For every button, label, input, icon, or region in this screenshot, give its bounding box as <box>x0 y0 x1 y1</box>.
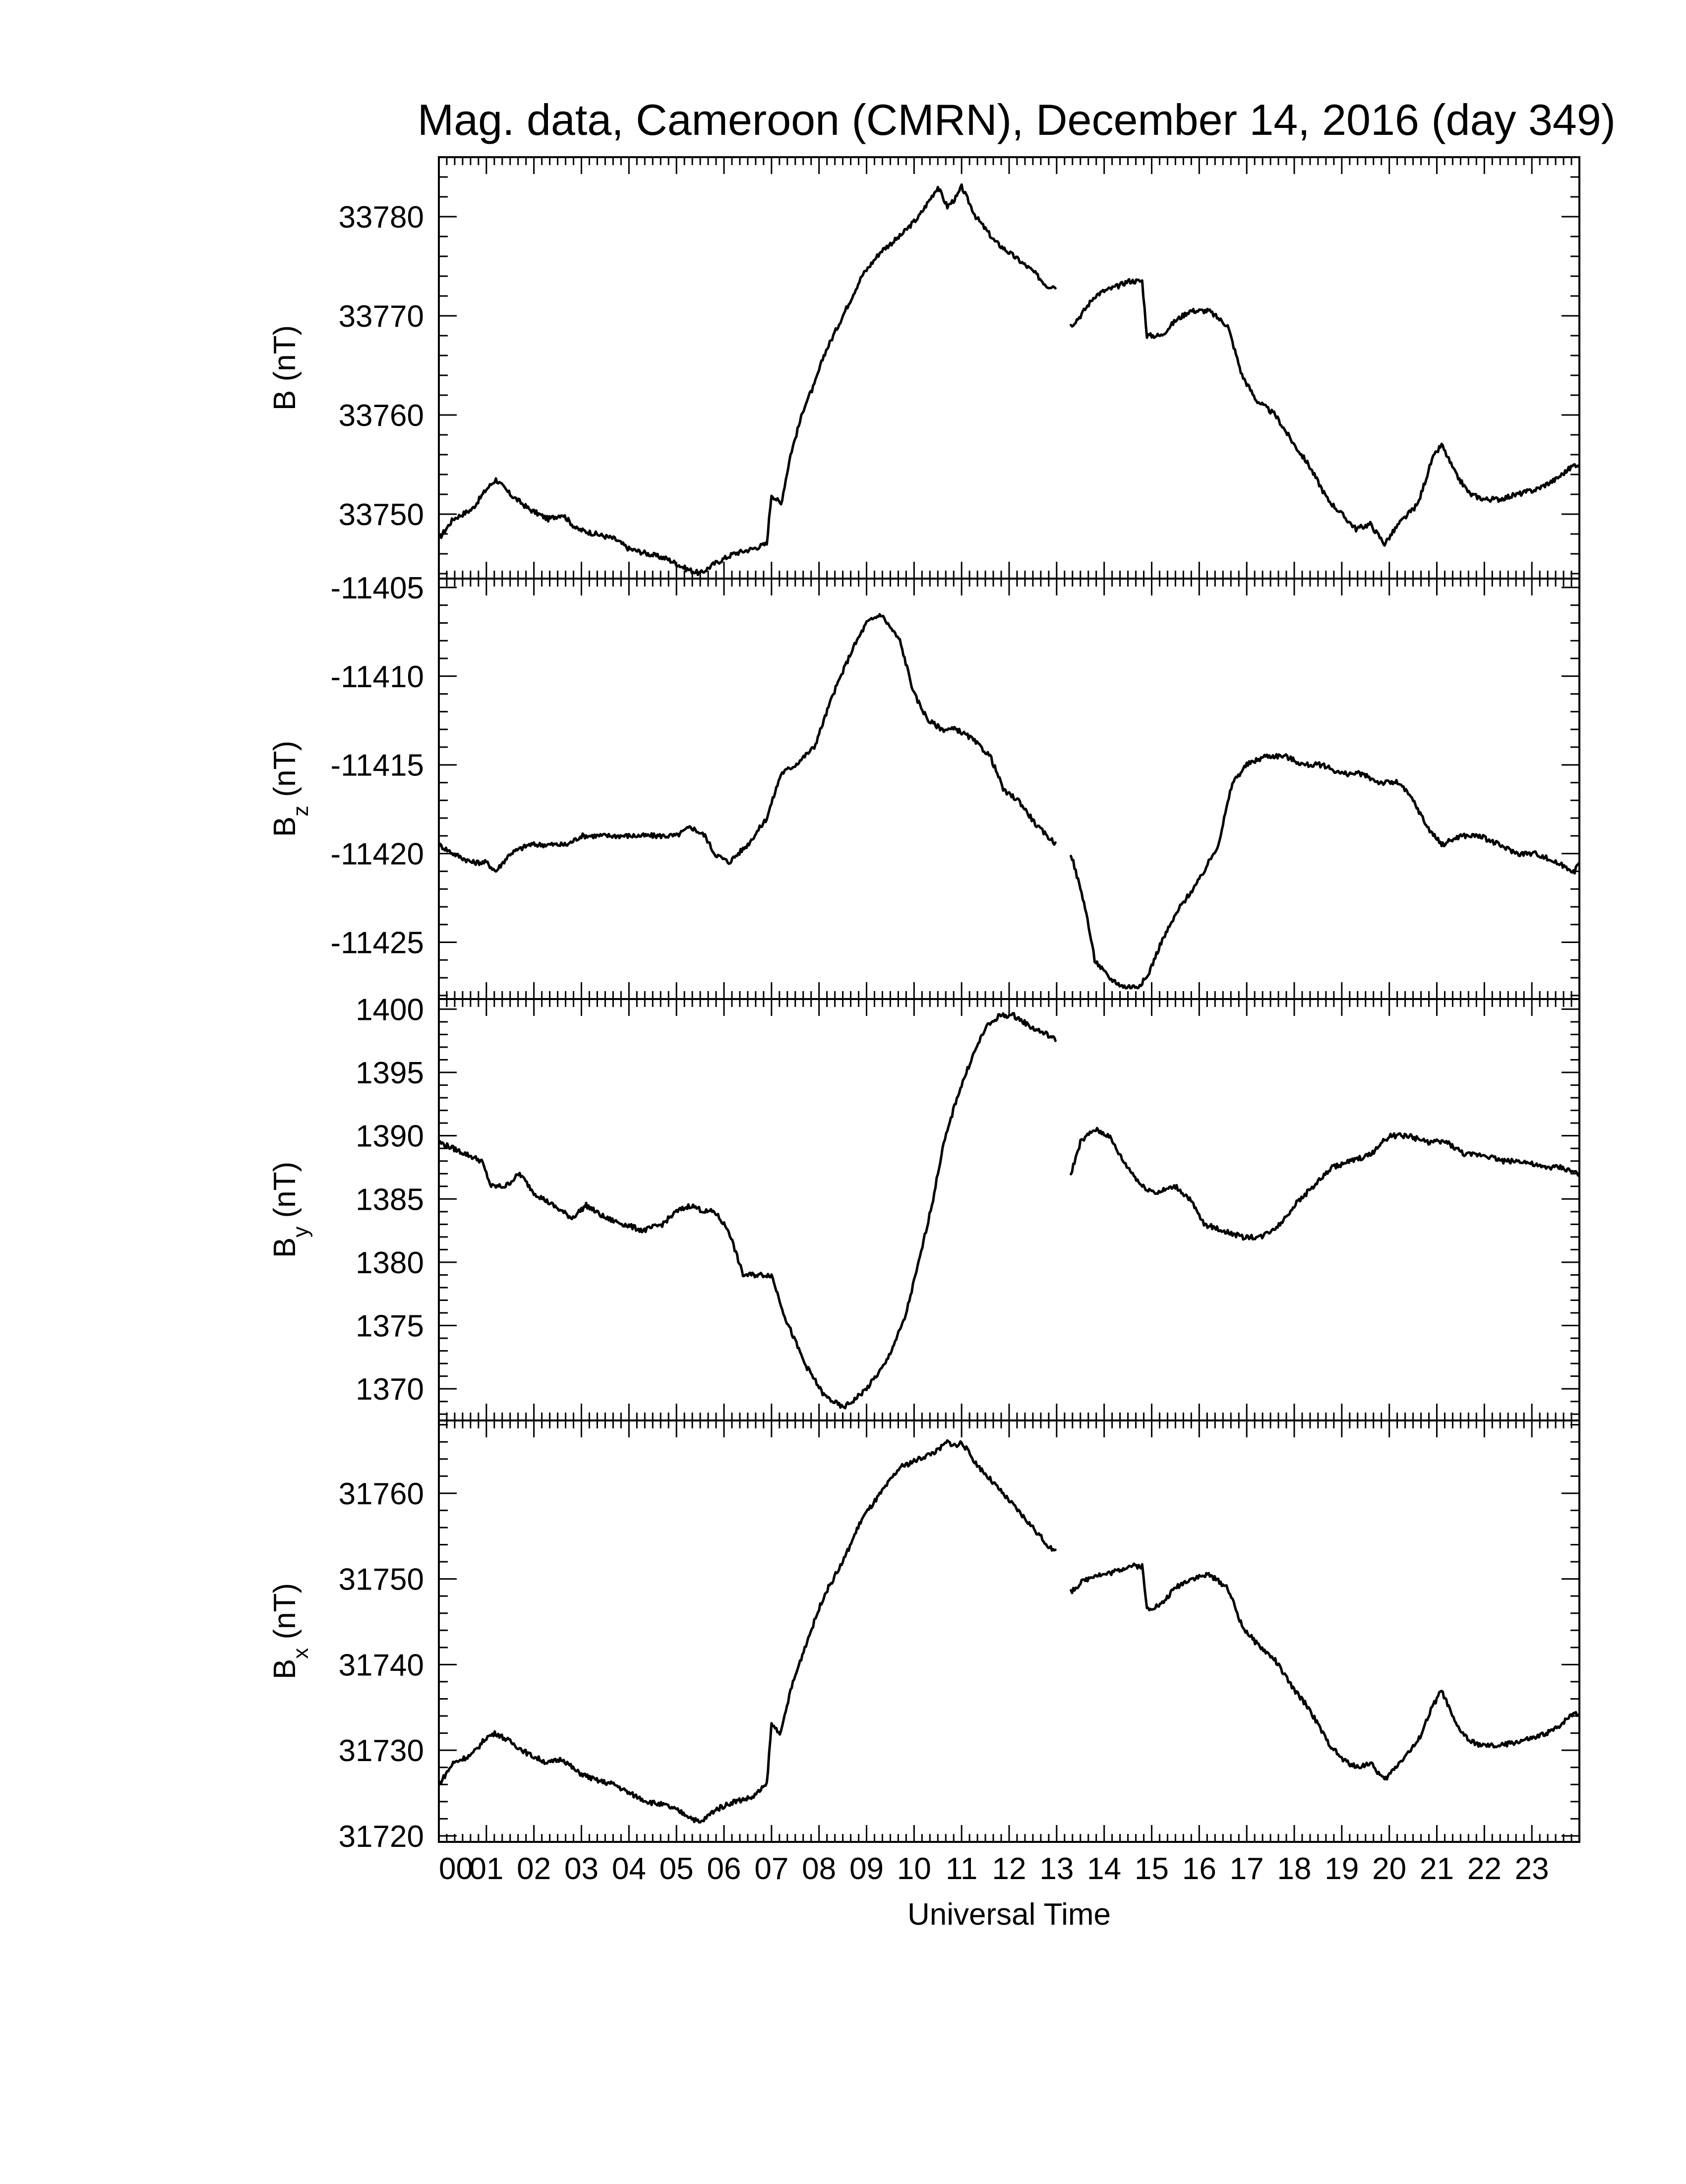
y-tick-label-Bx: 31740 <box>339 1648 424 1682</box>
y-axis-title-B: B (nT) <box>268 325 302 411</box>
panel-Bx: 31720 31730 31740 31750 31760 Bx (nT) <box>268 1419 1580 1854</box>
x-tick-label: 00 <box>439 1852 473 1886</box>
series-line-Bx-2 <box>1070 1562 1579 1781</box>
y-tick-label-By: 1390 <box>356 1120 424 1154</box>
x-tick-label: 17 <box>1230 1852 1264 1886</box>
series-line-B-2 <box>1070 278 1579 547</box>
y-tick-label-By: 1380 <box>356 1246 424 1280</box>
y-tick-label-B: 33780 <box>339 200 424 235</box>
y-tick-label-By: 1395 <box>356 1056 424 1090</box>
series-line-By-1 <box>439 1012 1057 1410</box>
panel-frame-Bx <box>438 1419 1580 1843</box>
x-tick-label: 11 <box>946 1852 977 1886</box>
x-tick-label: 22 <box>1467 1852 1502 1886</box>
panel-Bz: -11425 -11420 -11415 -11410 -11405 Bz (nT) <box>268 571 1580 1000</box>
y-ticks-Bz: -11425 -11420 -11415 -11410 -11405 <box>331 571 1579 997</box>
series-line-By-2 <box>1070 1126 1579 1241</box>
y-ticks-Bx: 31720 31730 31740 31750 31760 <box>339 1424 1579 1854</box>
panel-B: 33750 33760 33770 33780 B (nT) <box>268 156 1580 580</box>
y-ticks-B: 33750 33760 33770 33780 <box>339 156 1579 575</box>
y-tick-label-Bz: -11410 <box>331 660 424 694</box>
y-tick-label-Bz: -11420 <box>331 837 424 872</box>
y-tick-label-Bx: 31750 <box>339 1563 424 1597</box>
x-tick-label: 13 <box>1039 1852 1074 1886</box>
x-tick-label: 18 <box>1277 1852 1312 1886</box>
y-tick-label-B: 33760 <box>339 399 424 433</box>
x-tick-label: 21 <box>1420 1852 1454 1886</box>
y-tick-label-Bx: 31720 <box>339 1820 424 1854</box>
x-tick-label: 08 <box>802 1852 836 1886</box>
x-tick-label: 16 <box>1182 1852 1216 1886</box>
x-tick-label: 20 <box>1372 1852 1406 1886</box>
x-tick-label: 10 <box>897 1852 931 1886</box>
x-axis-title: Universal Time <box>907 1897 1111 1932</box>
y-tick-label-By: 1385 <box>356 1182 424 1217</box>
x-ticks-Bz <box>438 579 1580 999</box>
x-tick-label: 19 <box>1325 1852 1359 1886</box>
x-tick-label: 23 <box>1515 1852 1549 1886</box>
series-line-Bx-1 <box>439 1439 1057 1824</box>
x-tick-label: 03 <box>564 1852 599 1886</box>
series-line-Bz-2 <box>1070 753 1579 990</box>
y-tick-label-B: 33750 <box>339 498 424 532</box>
chart-title: Mag. data, Cameroon (CMRN), December 14,… <box>418 95 1616 144</box>
y-tick-label-By: 1400 <box>356 993 424 1027</box>
y-tick-label-Bz: -11405 <box>331 571 424 605</box>
x-tick-label: 02 <box>517 1852 551 1886</box>
y-tick-label-By: 1370 <box>356 1372 424 1407</box>
x-tick-label: 01 <box>469 1852 503 1886</box>
y-axis-title-Bz: Bz (nT) <box>268 741 313 837</box>
y-tick-label-Bz: -11415 <box>331 749 424 783</box>
x-ticks-By <box>438 999 1580 1420</box>
y-tick-label-By: 1375 <box>356 1309 424 1344</box>
x-tick-label: 05 <box>660 1852 694 1886</box>
y-axis-title-By: By (nT) <box>268 1162 313 1258</box>
panel-frame-By <box>438 998 1580 1421</box>
x-tick-label: 04 <box>612 1852 646 1886</box>
x-tick-label: 14 <box>1087 1852 1121 1886</box>
x-ticks-B <box>438 157 1580 579</box>
y-axis-title-Bx: Bx (nT) <box>268 1583 313 1679</box>
x-tick-label: 07 <box>754 1852 788 1886</box>
y-tick-label-Bx: 31760 <box>339 1477 424 1511</box>
y-ticks-By: 1370 1375 1380 1385 1390 1395 1400 <box>356 993 1579 1415</box>
panel-frame-Bz <box>438 578 1580 1000</box>
series-line-B-1 <box>439 183 1057 577</box>
x-ticks-Bx <box>438 1420 1580 1842</box>
x-tick-label: 12 <box>992 1852 1026 1886</box>
y-tick-label-Bz: -11425 <box>331 926 424 960</box>
series-line-Bz-1 <box>439 613 1057 873</box>
y-tick-label-Bx: 31730 <box>339 1734 424 1768</box>
x-tick-label: 06 <box>707 1852 741 1886</box>
x-tick-label: 09 <box>849 1852 884 1886</box>
y-tick-label-B: 33770 <box>339 299 424 334</box>
x-tick-label: 15 <box>1135 1852 1169 1886</box>
panel-By: 1370 1375 1380 1385 1390 1395 1400 By (nT) <box>268 993 1580 1421</box>
